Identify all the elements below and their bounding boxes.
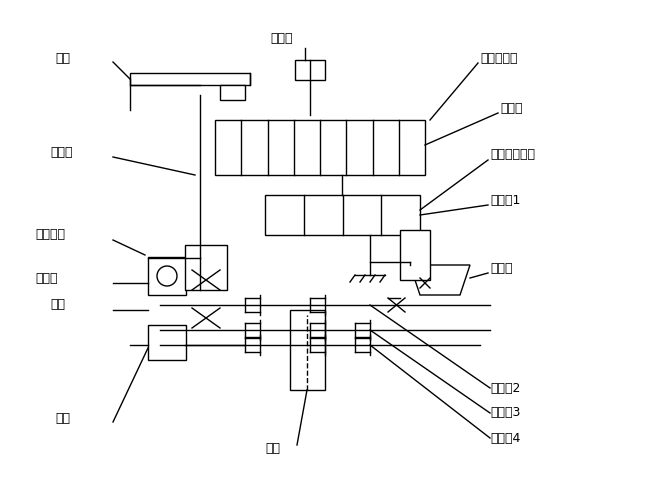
Text: 传动轴2: 传动轴2 <box>490 382 520 395</box>
Text: 手轮: 手轮 <box>50 299 65 312</box>
Text: 连杆轴: 连杆轴 <box>50 147 72 160</box>
Bar <box>400 230 430 280</box>
Bar <box>290 310 325 390</box>
Text: 双冲头: 双冲头 <box>270 31 293 45</box>
Text: 活动连杆: 活动连杆 <box>35 229 65 242</box>
Text: 轴承: 轴承 <box>55 412 70 424</box>
Text: 间歇槽轮机构: 间歇槽轮机构 <box>490 149 535 162</box>
Bar <box>148 325 186 360</box>
Text: 转位盘: 转位盘 <box>500 101 522 114</box>
Text: 支架: 支架 <box>55 52 70 65</box>
Polygon shape <box>410 265 470 295</box>
Text: 带轮: 带轮 <box>265 441 280 454</box>
Text: 传动轴1: 传动轴1 <box>490 193 520 206</box>
Bar <box>130 73 250 85</box>
Bar <box>265 195 420 235</box>
Text: 传动轴4: 传动轴4 <box>490 431 520 444</box>
Text: 直齿轮: 直齿轮 <box>35 271 57 284</box>
Bar <box>185 245 227 290</box>
Text: 锥齿轮: 锥齿轮 <box>490 261 513 274</box>
Bar <box>215 120 425 175</box>
Bar <box>295 60 325 80</box>
Bar <box>148 257 186 295</box>
Bar <box>220 85 245 100</box>
Text: 传动轴3: 传动轴3 <box>490 407 520 419</box>
Text: 模型导入件: 模型导入件 <box>480 52 517 65</box>
